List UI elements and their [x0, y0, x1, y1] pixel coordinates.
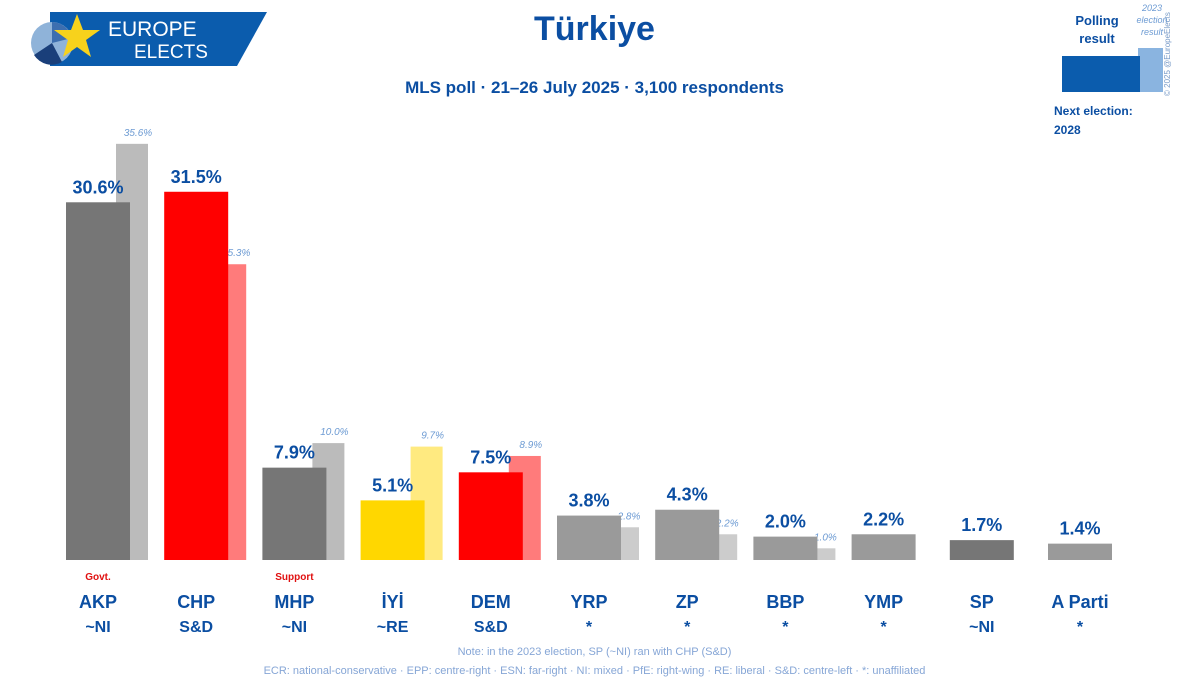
- election-label-chp: 25.3%: [221, 248, 250, 259]
- poll-label-i-yi-: 5.1%: [372, 475, 413, 495]
- poll-label-sp: 1.7%: [961, 515, 1002, 535]
- party-label-zp: ZP: [676, 592, 699, 612]
- party-label-akp: AKP: [79, 592, 117, 612]
- poll-label-dem: 7.5%: [470, 447, 511, 467]
- party-label-sp: SP: [970, 592, 994, 612]
- poll-bar-bbp: [753, 536, 818, 560]
- election-label-yrp: 2.8%: [617, 511, 641, 522]
- poll-bar-yrp: [557, 515, 621, 560]
- party-label-bbp: BBP: [766, 592, 804, 612]
- chart-title: Türkiye: [534, 10, 655, 48]
- poll-bar-dem: [458, 472, 523, 560]
- poll-bar-i-yi-: [360, 500, 425, 560]
- legend-swatches: [1062, 48, 1163, 92]
- chart-subtitle: MLS poll · 21–26 July 2025 · 3,100 respo…: [405, 78, 784, 97]
- group-label-a-parti: *: [1077, 619, 1084, 636]
- group-label-dem: S&D: [474, 619, 508, 636]
- legend: Polling result 2023 election result Next…: [1050, 0, 1189, 150]
- legend-next-election: Next election: 2028: [1054, 102, 1133, 140]
- party-label-chp: CHP: [177, 592, 215, 612]
- poll-bar-ymp: [851, 534, 916, 560]
- status-label-mhp: Support: [275, 572, 314, 583]
- legend-election-swatch: [1138, 48, 1163, 92]
- party-label-a-parti: A Parti: [1051, 592, 1108, 612]
- poll-bar-sp: [949, 540, 1014, 560]
- poll-label-ymp: 2.2%: [863, 509, 904, 529]
- group-label-ymp: *: [880, 619, 887, 636]
- poll-bar-chp: [164, 191, 229, 560]
- footnote-sp: Note: in the 2023 election, SP (~NI) ran…: [457, 646, 732, 658]
- election-label-mhp: 10.0%: [320, 427, 348, 438]
- poll-label-a-parti: 1.4%: [1059, 519, 1100, 539]
- logo-text-elects: ELECTS: [134, 42, 208, 63]
- logo-text-europe: EUROPE: [108, 18, 197, 41]
- election-label-dem: 8.9%: [519, 440, 542, 451]
- poll-label-zp: 4.3%: [667, 485, 708, 505]
- legend-election-label: 2023 election result: [1136, 3, 1168, 37]
- party-label-i-yi-: İYİ: [382, 592, 404, 612]
- group-label-zp: *: [684, 619, 691, 636]
- group-label-chp: S&D: [179, 619, 213, 636]
- legend-poll-swatch: [1062, 56, 1140, 92]
- poll-label-chp: 31.5%: [171, 167, 222, 187]
- poll-label-yrp: 3.8%: [568, 491, 609, 511]
- election-label-zp: 2.2%: [715, 518, 739, 529]
- group-label-sp: ~NI: [969, 619, 994, 636]
- election-bar-bbp: [803, 548, 836, 560]
- copyright-notice: © 2025 @EuropeElects: [1163, 12, 1172, 96]
- legend-polling-label: Polling result: [1075, 13, 1119, 46]
- group-label-mhp: ~NI: [282, 619, 307, 636]
- party-label-dem: DEM: [471, 592, 511, 612]
- group-label-i-yi-: ~RE: [377, 619, 409, 636]
- poll-label-akp: 30.6%: [72, 177, 123, 197]
- poll-bar-a-parti: [1048, 543, 1112, 560]
- poll-label-bbp: 2.0%: [765, 512, 806, 532]
- europe-elects-logo: EUROPE ELECTS: [31, 12, 267, 66]
- copyright-text: © 2025 @EuropeElects: [1163, 12, 1172, 96]
- status-label-akp: Govt.: [85, 572, 111, 583]
- party-label-ymp: YMP: [864, 592, 903, 612]
- next-election-label: Next election:: [1054, 104, 1133, 118]
- next-election-year: 2028: [1054, 123, 1081, 137]
- group-label-bbp: *: [782, 619, 789, 636]
- election-label-bbp: 1.0%: [814, 532, 837, 543]
- group-label-akp: ~NI: [85, 619, 110, 636]
- poll-bar-mhp: [262, 467, 327, 560]
- poll-bar-zp: [655, 509, 720, 560]
- poll-label-mhp: 7.9%: [274, 443, 315, 463]
- election-label-akp: 35.6%: [124, 128, 152, 139]
- group-label-yrp: *: [586, 619, 593, 636]
- poll-bar-akp: [66, 202, 130, 560]
- footnote-groups: ECR: national-conservative · EPP: centre…: [263, 665, 926, 677]
- election-label-i-yi-: 9.7%: [421, 431, 444, 442]
- party-label-mhp: MHP: [274, 592, 314, 612]
- party-label-yrp: YRP: [570, 592, 607, 612]
